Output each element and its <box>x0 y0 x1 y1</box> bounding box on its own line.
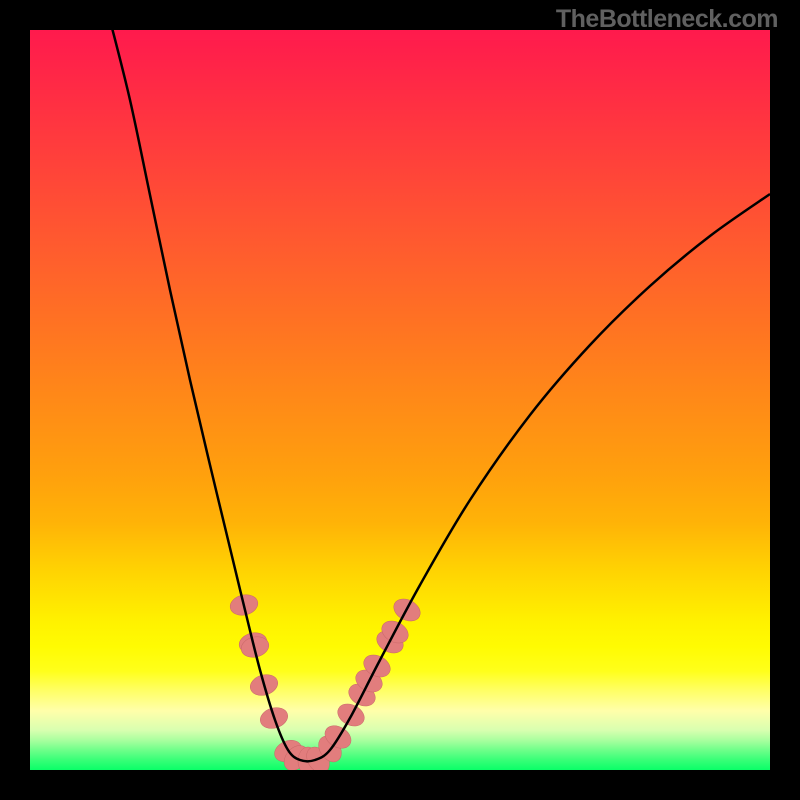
watermark-text: TheBottleneck.com <box>556 5 778 34</box>
gradient-background <box>30 30 770 770</box>
chart-container: TheBottleneck.com <box>0 0 800 800</box>
plot-svg <box>30 30 770 770</box>
plot-area <box>30 30 770 770</box>
